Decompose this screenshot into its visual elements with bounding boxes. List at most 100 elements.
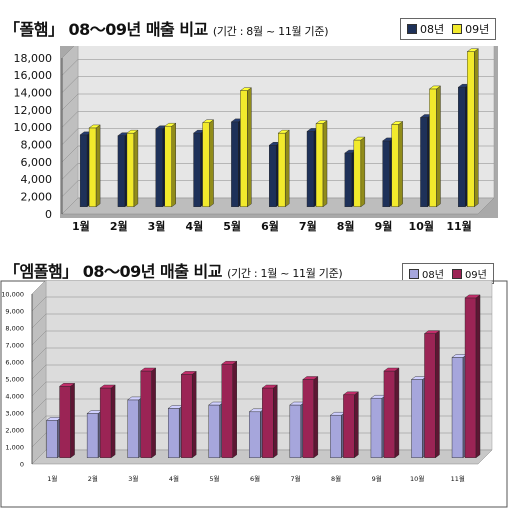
x-tick-label: 1월 bbox=[47, 474, 57, 483]
bar-front bbox=[391, 124, 399, 208]
y-tick-label: 18,000 bbox=[14, 52, 53, 65]
bar-front bbox=[208, 404, 220, 458]
bar-side bbox=[171, 122, 176, 208]
bar-top bbox=[383, 367, 400, 372]
bar-side bbox=[70, 382, 75, 459]
bar-front bbox=[353, 139, 362, 207]
bar bbox=[261, 384, 278, 459]
bar-top bbox=[126, 129, 139, 134]
bar-side bbox=[232, 360, 237, 459]
bar-front bbox=[306, 131, 315, 208]
x-tick-label: 6월 bbox=[250, 474, 260, 483]
bar bbox=[277, 129, 290, 208]
bar-top bbox=[466, 48, 479, 52]
bar-side bbox=[354, 391, 359, 459]
x-tick-label: 11월 bbox=[446, 219, 471, 233]
legend-label-09: 09년 bbox=[465, 23, 490, 36]
bar bbox=[164, 122, 177, 208]
bar-side bbox=[209, 119, 214, 208]
bar-front bbox=[117, 135, 126, 207]
bar-front bbox=[86, 413, 99, 458]
bar-front bbox=[164, 125, 172, 207]
bar bbox=[315, 120, 328, 208]
bar bbox=[302, 376, 319, 459]
bar-front bbox=[79, 134, 88, 208]
bar-front bbox=[181, 374, 193, 458]
gridline-side bbox=[31, 347, 47, 363]
gridline-side bbox=[31, 330, 47, 346]
bar-front bbox=[370, 397, 383, 458]
x-tick-label: 8월 bbox=[331, 474, 341, 483]
bar-side bbox=[360, 136, 366, 208]
bar-front bbox=[467, 51, 475, 207]
bar-side bbox=[133, 129, 139, 208]
x-tick-label: 9월 bbox=[375, 219, 393, 233]
gridline-side bbox=[31, 313, 47, 329]
chart-legend: 08년 09년 bbox=[400, 18, 497, 40]
bar-side bbox=[285, 129, 290, 208]
bar-front bbox=[59, 386, 71, 458]
bar bbox=[88, 124, 101, 208]
bar-side bbox=[398, 121, 403, 208]
bar-front bbox=[383, 370, 396, 458]
bar bbox=[208, 401, 225, 459]
bar-top bbox=[353, 136, 366, 141]
y-tick-label: 16,000 bbox=[14, 69, 53, 82]
bar-front bbox=[262, 387, 274, 458]
gridline-side bbox=[31, 398, 47, 414]
legend-item-08: 08년 bbox=[407, 21, 444, 37]
chart-title-sub: (기간 : 8월 ~ 11월 기준) bbox=[212, 25, 329, 38]
bar-front bbox=[168, 408, 180, 458]
bar-top bbox=[277, 129, 290, 134]
bar-side bbox=[322, 120, 328, 208]
gridline-side bbox=[61, 46, 75, 59]
bar bbox=[342, 391, 359, 459]
bar bbox=[248, 408, 265, 459]
gridline-side bbox=[31, 432, 47, 448]
y-tick-label: 10,000 bbox=[1, 290, 24, 298]
bar-front bbox=[464, 297, 477, 458]
bar bbox=[127, 396, 144, 459]
gridline-side bbox=[61, 59, 79, 76]
bar bbox=[353, 136, 366, 208]
x-tick-label: 6월 bbox=[261, 219, 279, 233]
bar-front bbox=[315, 123, 324, 207]
bar-front bbox=[278, 132, 286, 207]
gridline-side bbox=[31, 415, 47, 431]
x-tick-label: 1월 bbox=[72, 219, 90, 233]
y-tick-label: 4,000 bbox=[5, 392, 24, 400]
y-tick-label: 3,000 bbox=[5, 409, 24, 417]
chart-title: 「폴햄」 08～09년 매출 비교 (기간 : 8월 ~ 11월 기준) bbox=[4, 16, 328, 40]
bar-front bbox=[88, 127, 97, 208]
bar bbox=[464, 294, 481, 459]
y-tick-label: 6,000 bbox=[21, 156, 53, 169]
bar-front bbox=[99, 387, 112, 458]
bar bbox=[86, 410, 103, 459]
bar-top bbox=[391, 121, 404, 125]
x-tick-label: 7월 bbox=[290, 474, 300, 483]
bar-top bbox=[140, 367, 157, 372]
y-tick-label: 2,000 bbox=[21, 191, 53, 204]
x-tick-label: 4월 bbox=[185, 219, 203, 233]
gridline-side bbox=[31, 280, 47, 295]
y-tick-label: 0 bbox=[45, 208, 52, 221]
bar-top bbox=[221, 360, 238, 365]
bar bbox=[180, 371, 197, 459]
x-tick-label: 5월 bbox=[209, 474, 219, 483]
gridline-side bbox=[31, 364, 47, 380]
bar-top bbox=[201, 119, 215, 123]
bar-front bbox=[429, 88, 437, 208]
bar-side bbox=[313, 376, 319, 459]
gridline-side bbox=[61, 76, 79, 93]
legend-swatch-08 bbox=[409, 268, 419, 279]
y-tick-label: 9,000 bbox=[5, 307, 24, 315]
y-tick-label: 12,000 bbox=[14, 104, 53, 117]
x-tick-label: 3월 bbox=[128, 474, 138, 483]
bar-side bbox=[110, 384, 116, 459]
x-tick-label: 2월 bbox=[88, 474, 98, 483]
bar bbox=[391, 121, 404, 208]
bar-top bbox=[180, 371, 197, 375]
bar bbox=[99, 384, 116, 459]
bar-side bbox=[95, 124, 101, 208]
bar-side bbox=[394, 367, 400, 459]
